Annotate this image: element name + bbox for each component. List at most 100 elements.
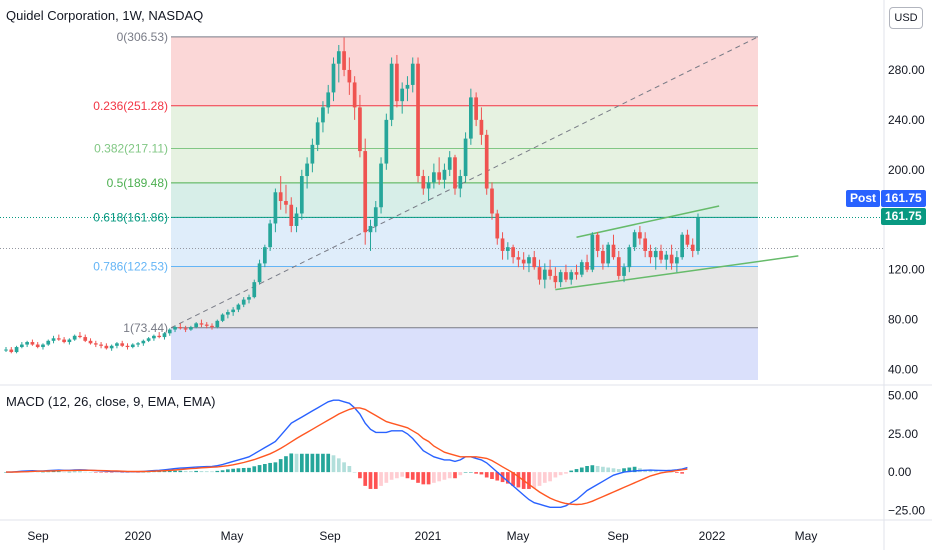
candle-body [363,151,368,233]
macd-histogram-bar [268,462,272,473]
candle-body [62,339,66,343]
macd-tick-label: 0.00 [888,465,912,479]
macd-histogram-bar [358,472,362,479]
candle-body [231,309,235,313]
candle-body [384,119,389,164]
macd-histogram-bar [484,472,489,478]
candle-body [326,92,331,108]
candle-body [495,213,500,239]
candle-body [453,157,457,189]
candle-body [99,344,103,346]
candle-body [35,344,40,348]
fib-zone [171,36,758,106]
candle-body [241,299,246,305]
macd-line [6,399,688,508]
macd-histogram-bar [553,472,558,478]
candle-body [226,312,230,315]
candle-body [664,254,669,260]
candle-body [278,192,283,202]
macd-tick-label: −25.00 [888,503,925,517]
candle-body [331,63,336,93]
macd-histogram-bar [352,472,357,473]
macd-histogram-bar [537,472,542,486]
candle-body [215,320,220,328]
macd-tick-label: 25.00 [888,427,918,441]
macd-histogram-bar [479,472,484,475]
macd-histogram-bar [680,472,685,474]
candle-body [19,344,24,348]
macd-histogram-bar [299,453,304,473]
macd-histogram-bar [416,472,420,483]
candle-body [289,204,294,226]
time-tick-label: 2020 [125,529,152,543]
candle-body [622,267,626,276]
candle-body [220,314,225,321]
candle-body [410,63,415,85]
macd-histogram-bar [99,472,103,473]
macd-histogram-bar [490,472,494,479]
candle-body [189,327,193,330]
candle-body [310,144,315,164]
time-tick-label: May [221,529,244,543]
candle-body [315,122,320,145]
macd-histogram-bar [46,471,51,473]
macd-histogram-bar [611,468,616,473]
candle-body [690,244,695,251]
macd-histogram-bar [189,471,193,473]
candle-body [284,201,288,205]
candle-body [83,337,88,341]
candle-body [521,259,526,264]
candle-body [199,323,204,325]
fib-zone [171,327,758,380]
candle-body [72,335,77,340]
macd-histogram-bar [342,462,346,473]
currency-button[interactable]: USD [889,7,923,29]
macd-histogram-bar [204,471,209,473]
macd-histogram-bar [72,471,77,473]
price-tick-label: 40.00 [888,363,918,377]
macd-histogram-bar [231,468,235,473]
macd-histogram-bar [273,462,278,473]
candle-body [358,107,362,152]
macd-histogram-bar [532,472,537,489]
fib-zone [171,266,758,328]
macd-histogram-bar [226,469,230,473]
macd-histogram-bar [167,470,172,473]
macd-histogram-bar [78,471,82,473]
macd-histogram-bar [511,472,515,486]
candle-body [152,335,156,339]
macd-histogram-bar [669,472,674,473]
candle-body [585,262,589,270]
candle-body [125,345,130,348]
candle-body [130,344,135,348]
candle-body [500,238,505,251]
candle-body [9,349,14,353]
candle-body [648,250,653,258]
candle-body [564,272,568,280]
macd-histogram-bar [115,472,119,473]
macd-histogram-bar [442,472,447,480]
post-price-tag: 161.75 [881,190,926,207]
candle-body [109,345,114,349]
candle-body [352,82,357,108]
fib-trend-line [170,36,759,329]
candle-body [511,247,515,258]
candle-body [51,338,56,341]
fib-zone [171,182,758,218]
candle-body [236,304,241,310]
candle-body [505,247,510,251]
candle-body [4,349,8,351]
candle-body [606,244,611,264]
macd-histogram-bar [162,471,167,473]
macd-histogram-bar [569,470,574,473]
macd-histogram-bar [516,472,521,488]
candle-body [294,213,299,226]
macd-histogram-bar [590,465,595,473]
candle-body [696,217,700,251]
candle-body [373,207,378,226]
macd-histogram-bar [426,472,431,485]
candle-body [115,343,119,346]
candle-body [653,250,658,258]
candle-body [527,257,531,264]
